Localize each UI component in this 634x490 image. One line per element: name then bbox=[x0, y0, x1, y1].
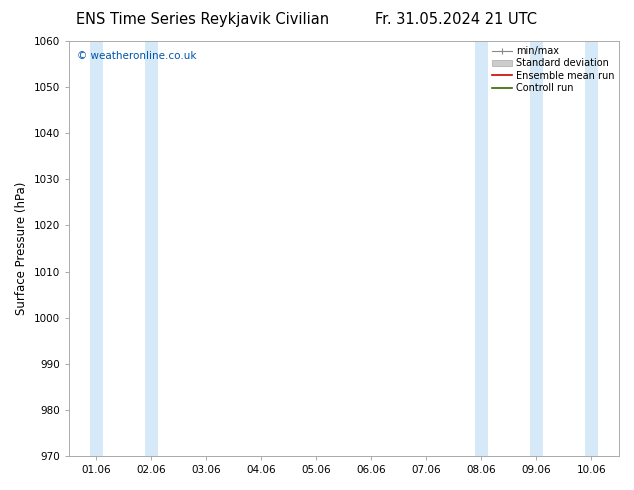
Text: © weatheronline.co.uk: © weatheronline.co.uk bbox=[77, 51, 197, 61]
Y-axis label: Surface Pressure (hPa): Surface Pressure (hPa) bbox=[15, 182, 28, 315]
Bar bbox=[475, 41, 488, 456]
Text: ENS Time Series Reykjavik Civilian: ENS Time Series Reykjavik Civilian bbox=[76, 12, 330, 27]
Bar bbox=[90, 41, 103, 456]
Bar bbox=[145, 41, 158, 456]
Bar bbox=[530, 41, 543, 456]
Bar bbox=[585, 41, 598, 456]
Text: Fr. 31.05.2024 21 UTC: Fr. 31.05.2024 21 UTC bbox=[375, 12, 538, 27]
Legend: min/max, Standard deviation, Ensemble mean run, Controll run: min/max, Standard deviation, Ensemble me… bbox=[490, 44, 616, 95]
